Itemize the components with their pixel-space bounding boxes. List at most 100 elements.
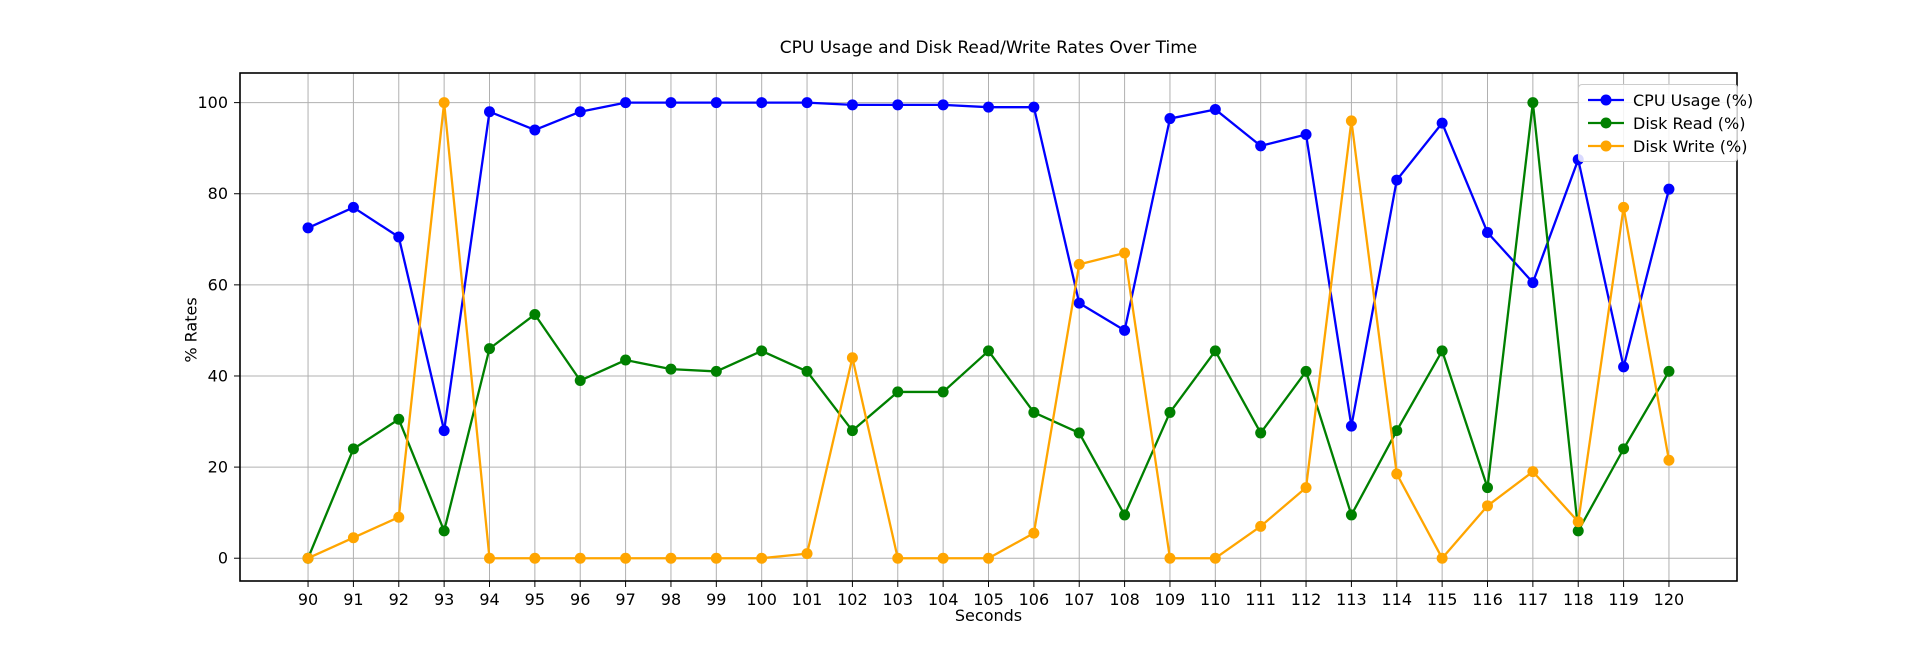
- x-tick-label: 106: [1019, 590, 1050, 609]
- x-tick-label: 94: [479, 590, 499, 609]
- data-point-disk-read: [574, 375, 586, 387]
- x-tick-label: 96: [570, 590, 590, 609]
- data-point-disk-write: [1028, 527, 1040, 539]
- x-tick-label: 97: [615, 590, 635, 609]
- y-tick-label: 100: [197, 93, 228, 112]
- data-point-disk-write: [710, 552, 722, 564]
- data-point-cpu-usage: [484, 106, 495, 118]
- data-point-disk-write: [846, 352, 858, 364]
- data-point-cpu-usage: [1436, 117, 1448, 129]
- data-point-disk-write: [1164, 552, 1176, 564]
- data-point-cpu-usage: [438, 425, 450, 437]
- data-point-disk-read: [665, 363, 677, 375]
- data-point-disk-write: [1119, 247, 1131, 259]
- data-point-disk-write: [484, 552, 495, 564]
- data-point-disk-read: [1255, 427, 1267, 439]
- legend-line-icon: [1588, 117, 1624, 129]
- y-tick-label: 80: [208, 184, 228, 203]
- y-tick-label: 0: [218, 549, 228, 568]
- x-tick-label: 108: [1109, 590, 1140, 609]
- legend-label-disk-read: Disk Read (%): [1633, 113, 1746, 133]
- data-point-disk-write: [1345, 115, 1357, 127]
- data-point-disk-read: [620, 354, 632, 366]
- chart-title: CPU Usage and Disk Read/Write Rates Over…: [779, 38, 1198, 58]
- data-point-cpu-usage: [1255, 140, 1267, 152]
- x-tick-label: 117: [1518, 590, 1549, 609]
- x-tick-label: 114: [1381, 590, 1412, 609]
- data-point-cpu-usage: [1663, 183, 1675, 195]
- data-point-cpu-usage: [574, 106, 586, 118]
- data-point-disk-write: [1527, 466, 1539, 478]
- x-tick-label: 95: [525, 590, 545, 609]
- data-point-cpu-usage: [1391, 174, 1403, 186]
- legend-line-icon: [1588, 94, 1624, 106]
- x-axis-label: Seconds: [954, 606, 1023, 625]
- x-tick-label: 100: [746, 590, 777, 609]
- data-point-cpu-usage: [1119, 324, 1131, 336]
- data-point-cpu-usage: [1209, 103, 1221, 115]
- data-point-disk-write: [529, 552, 541, 564]
- x-tick-label: 103: [882, 590, 913, 609]
- data-point-disk-read: [1527, 97, 1539, 109]
- data-point-disk-write: [1255, 520, 1267, 532]
- data-point-disk-write: [438, 97, 450, 109]
- data-point-disk-read: [1300, 365, 1312, 377]
- data-point-disk-write: [347, 532, 359, 544]
- y-tick-label: 20: [208, 458, 228, 477]
- data-point-disk-write: [1436, 552, 1448, 564]
- data-point-cpu-usage: [1482, 226, 1493, 238]
- data-point-disk-read: [983, 345, 994, 357]
- y-tick-label: 40: [208, 366, 228, 385]
- plot-frame: [239, 72, 1738, 582]
- data-point-disk-read: [1618, 443, 1630, 455]
- data-point-disk-write: [1618, 201, 1630, 213]
- data-point-disk-read: [1209, 345, 1221, 357]
- x-tick-label: 99: [706, 590, 726, 609]
- x-tick-label: 107: [1064, 590, 1095, 609]
- data-point-cpu-usage: [937, 99, 949, 111]
- data-point-disk-read: [484, 343, 495, 355]
- data-point-disk-read: [1663, 365, 1675, 377]
- x-tick-label: 110: [1200, 590, 1231, 609]
- data-point-disk-write: [620, 552, 632, 564]
- data-point-cpu-usage: [620, 97, 632, 109]
- data-point-disk-read: [1119, 509, 1131, 521]
- data-point-disk-write: [665, 552, 677, 564]
- data-point-disk-read: [801, 365, 813, 377]
- data-point-cpu-usage: [529, 124, 541, 136]
- data-point-disk-read: [529, 308, 541, 320]
- data-point-disk-write: [1663, 454, 1675, 466]
- x-tick-label: 102: [837, 590, 868, 609]
- data-point-cpu-usage: [846, 99, 858, 111]
- data-point-cpu-usage: [347, 201, 359, 213]
- data-point-disk-read: [846, 425, 858, 437]
- x-tick-label: 112: [1291, 590, 1322, 609]
- data-point-cpu-usage: [1300, 129, 1312, 141]
- x-tick-label: 109: [1155, 590, 1186, 609]
- x-tick-label: 92: [389, 590, 409, 609]
- x-tick-label: 101: [792, 590, 823, 609]
- data-point-disk-read: [347, 443, 359, 455]
- data-point-disk-read: [937, 386, 949, 398]
- data-point-disk-write: [1073, 258, 1085, 270]
- data-point-disk-write: [756, 552, 768, 564]
- data-point-disk-read: [1345, 509, 1357, 521]
- legend-entry-disk-read: Disk Read (%): [1586, 113, 1745, 133]
- data-point-cpu-usage: [1345, 420, 1357, 432]
- data-point-disk-read: [892, 386, 904, 398]
- data-point-disk-write: [1391, 468, 1403, 480]
- data-point-disk-write: [983, 552, 994, 564]
- data-point-disk-read: [1572, 525, 1584, 537]
- data-point-disk-write: [302, 552, 314, 564]
- data-point-disk-write: [393, 511, 405, 523]
- x-tick-label: 105: [973, 590, 1004, 609]
- data-point-disk-write: [1209, 552, 1221, 564]
- data-point-disk-write: [1300, 482, 1312, 494]
- legend: CPU Usage (%) Disk Read (%) Disk Write (…: [1578, 84, 1753, 162]
- x-tick-label: 118: [1563, 590, 1594, 609]
- data-point-disk-write: [892, 552, 904, 564]
- x-tick-label: 91: [343, 590, 363, 609]
- legend-label-cpu-usage: CPU Usage (%): [1633, 90, 1754, 110]
